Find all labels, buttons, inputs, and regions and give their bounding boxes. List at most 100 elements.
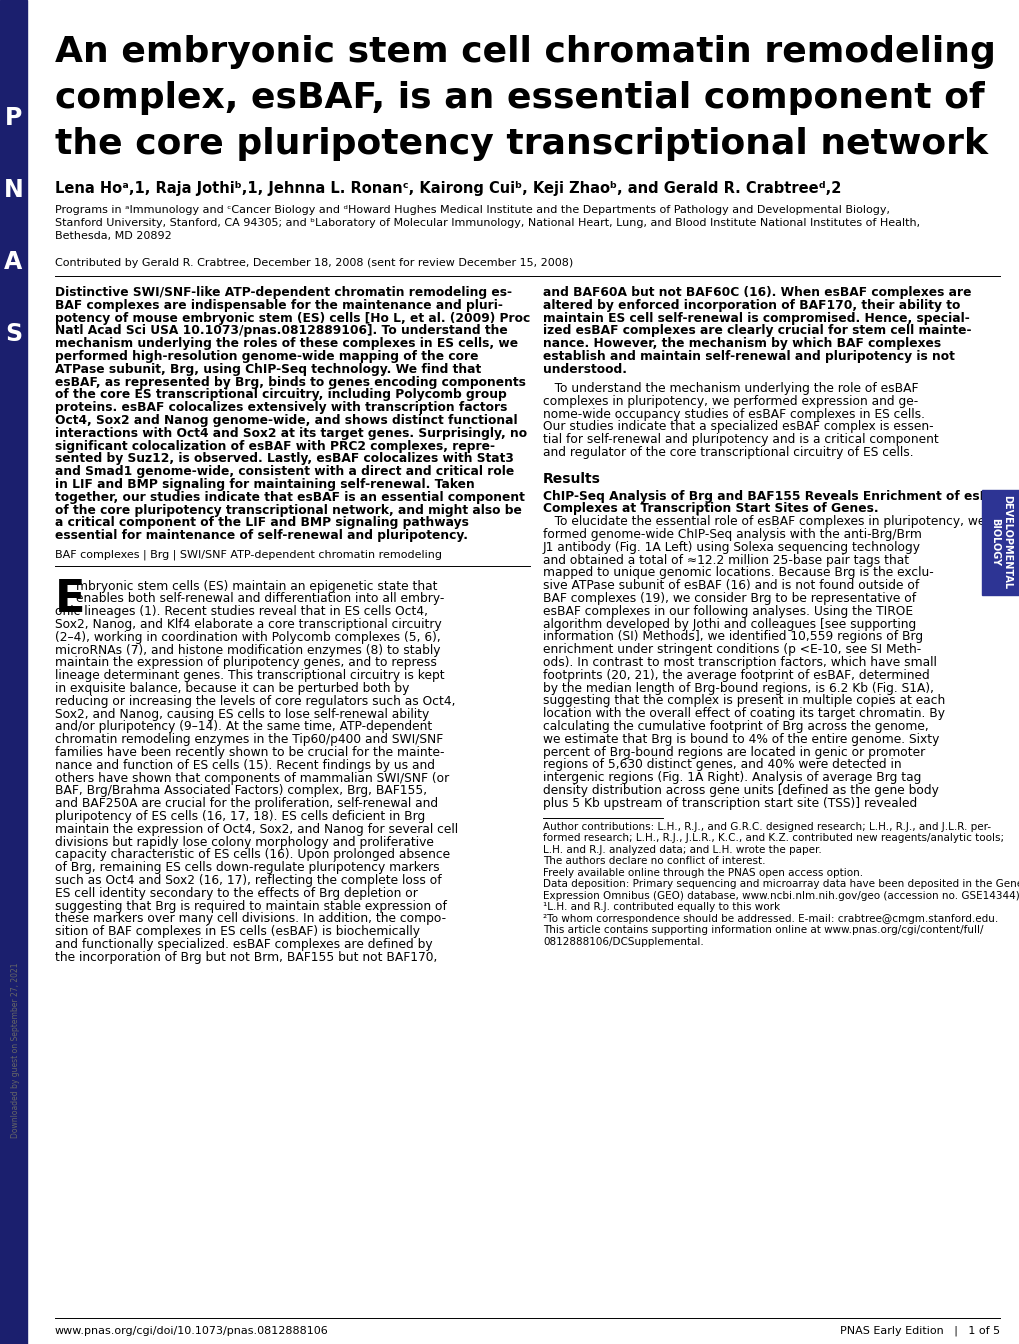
- Text: ods). In contrast to most transcription factors, which have small: ods). In contrast to most transcription …: [542, 656, 936, 669]
- Text: P: P: [5, 106, 22, 130]
- Text: we estimate that Brg is bound to 4% of the entire genome. Sixty: we estimate that Brg is bound to 4% of t…: [542, 732, 938, 746]
- Text: essential for maintenance of self-renewal and pluripotency.: essential for maintenance of self-renewa…: [55, 530, 468, 542]
- Text: Natl Acad Sci USA 10.1073/pnas.0812889106]. To understand the: Natl Acad Sci USA 10.1073/pnas.081288910…: [55, 324, 507, 337]
- Text: intergenic regions (Fig. 1A Right). Analysis of average Brg tag: intergenic regions (Fig. 1A Right). Anal…: [542, 771, 920, 784]
- Text: sented by Suz12, is observed. Lastly, esBAF colocalizes with Stat3: sented by Suz12, is observed. Lastly, es…: [55, 453, 514, 465]
- Text: performed high-resolution genome-wide mapping of the core: performed high-resolution genome-wide ma…: [55, 349, 478, 363]
- Text: formed genome-wide ChIP-Seq analysis with the anti-Brg/Brm: formed genome-wide ChIP-Seq analysis wit…: [542, 528, 921, 542]
- Text: divisions but rapidly lose colony morphology and proliferative: divisions but rapidly lose colony morpho…: [55, 836, 433, 848]
- Text: and functionally specialized. esBAF complexes are defined by: and functionally specialized. esBAF comp…: [55, 938, 432, 952]
- Text: Stanford University, Stanford, CA 94305; and ᵇLaboratory of Molecular Immunology: Stanford University, Stanford, CA 94305;…: [55, 218, 919, 228]
- Text: interactions with Oct4 and Sox2 at its target genes. Surprisingly, no: interactions with Oct4 and Sox2 at its t…: [55, 427, 527, 439]
- Text: J1 antibody (Fig. 1A Left) using Solexa sequencing technology: J1 antibody (Fig. 1A Left) using Solexa …: [542, 540, 920, 554]
- Text: these markers over many cell divisions. In addition, the compo-: these markers over many cell divisions. …: [55, 913, 445, 926]
- Text: BAF complexes (19), we consider Brg to be representative of: BAF complexes (19), we consider Brg to b…: [542, 591, 915, 605]
- Text: L.H. and R.J. analyzed data; and L.H. wrote the paper.: L.H. and R.J. analyzed data; and L.H. wr…: [542, 844, 821, 855]
- Text: others have shown that components of mammalian SWI/SNF (or: others have shown that components of mam…: [55, 771, 448, 785]
- Text: BAF complexes are indispensable for the maintenance and pluri-: BAF complexes are indispensable for the …: [55, 298, 502, 312]
- Text: nome-wide occupancy studies of esBAF complexes in ES cells.: nome-wide occupancy studies of esBAF com…: [542, 407, 924, 421]
- Text: complex, esBAF, is an essential component of: complex, esBAF, is an essential componen…: [55, 81, 983, 116]
- Text: Our studies indicate that a specialized esBAF complex is essen-: Our studies indicate that a specialized …: [542, 421, 932, 433]
- Text: algorithm developed by Jothi and colleagues [see supporting: algorithm developed by Jothi and colleag…: [542, 618, 915, 630]
- Bar: [0, 0, 26, 1344]
- Text: capacity characteristic of ES cells (16). Upon prolonged absence: capacity characteristic of ES cells (16)…: [55, 848, 449, 862]
- Text: lineage determinant genes. This transcriptional circuitry is kept: lineage determinant genes. This transcri…: [55, 669, 444, 683]
- Bar: [981, 491, 1019, 595]
- Text: maintain the expression of pluripotency genes, and to repress: maintain the expression of pluripotency …: [55, 656, 436, 669]
- Text: (2–4), working in coordination with Polycomb complexes (5, 6),: (2–4), working in coordination with Poly…: [55, 630, 440, 644]
- Text: mbryonic stem cells (ES) maintain an epigenetic state that: mbryonic stem cells (ES) maintain an epi…: [76, 579, 437, 593]
- Text: the core pluripotency transcriptional network: the core pluripotency transcriptional ne…: [55, 126, 987, 161]
- Text: and regulator of the core transcriptional circuitry of ES cells.: and regulator of the core transcriptiona…: [542, 446, 913, 460]
- Text: maintain the expression of Oct4, Sox2, and Nanog for several cell: maintain the expression of Oct4, Sox2, a…: [55, 823, 458, 836]
- Text: 0812888106/DCSupplemental.: 0812888106/DCSupplemental.: [542, 937, 703, 946]
- Text: understood.: understood.: [542, 363, 627, 376]
- Text: chromatin remodeling enzymes in the Tip60/p400 and SWI/SNF: chromatin remodeling enzymes in the Tip6…: [55, 734, 443, 746]
- Text: E: E: [55, 578, 86, 621]
- Text: Sox2, Nanog, and Klf4 elaborate a core transcriptional circuitry: Sox2, Nanog, and Klf4 elaborate a core t…: [55, 618, 441, 632]
- Text: of the core pluripotency transcriptional network, and might also be: of the core pluripotency transcriptional…: [55, 504, 522, 516]
- Text: of the core ES transcriptional circuitry, including Polycomb group: of the core ES transcriptional circuitry…: [55, 388, 506, 402]
- Text: ¹L.H. and R.J. contributed equally to this work: ¹L.H. and R.J. contributed equally to th…: [542, 902, 780, 913]
- Text: potency of mouse embryonic stem (ES) cells [Ho L, et al. (2009) Proc: potency of mouse embryonic stem (ES) cel…: [55, 312, 530, 325]
- Text: suggesting that the complex is present in multiple copies at each: suggesting that the complex is present i…: [542, 695, 945, 707]
- Text: To understand the mechanism underlying the role of esBAF: To understand the mechanism underlying t…: [542, 382, 917, 395]
- Text: ²To whom correspondence should be addressed. E-mail: crabtree@cmgm.stanford.edu.: ²To whom correspondence should be addres…: [542, 914, 998, 923]
- Text: and/or pluripotency (9–14). At the same time, ATP-dependent: and/or pluripotency (9–14). At the same …: [55, 720, 432, 734]
- Text: a critical component of the LIF and BMP signaling pathways: a critical component of the LIF and BMP …: [55, 516, 469, 530]
- Text: the incorporation of Brg but not Brm, BAF155 but not BAF170,: the incorporation of Brg but not Brm, BA…: [55, 952, 437, 964]
- Text: families have been recently shown to be crucial for the mainte-: families have been recently shown to be …: [55, 746, 444, 759]
- Text: Contributed by Gerald R. Crabtree, December 18, 2008 (sent for review December 1: Contributed by Gerald R. Crabtree, Decem…: [55, 258, 573, 267]
- Text: Data deposition: Primary sequencing and microarray data have been deposited in t: Data deposition: Primary sequencing and …: [542, 879, 1019, 890]
- Text: together, our studies indicate that esBAF is an essential component: together, our studies indicate that esBA…: [55, 491, 525, 504]
- Text: sive ATPase subunit of esBAF (16) and is not found outside of: sive ATPase subunit of esBAF (16) and is…: [542, 579, 918, 593]
- Text: ized esBAF complexes are clearly crucial for stem cell mainte-: ized esBAF complexes are clearly crucial…: [542, 324, 970, 337]
- Text: pluripotency of ES cells (16, 17, 18). ES cells deficient in Brg: pluripotency of ES cells (16, 17, 18). E…: [55, 810, 425, 823]
- Text: Programs in ᵃImmunology and ᶜCancer Biology and ᵈHoward Hughes Medical Institute: Programs in ᵃImmunology and ᶜCancer Biol…: [55, 206, 890, 215]
- Text: ATPase subunit, Brg, using ChIP-Seq technology. We find that: ATPase subunit, Brg, using ChIP-Seq tech…: [55, 363, 481, 376]
- Text: mapped to unique genomic locations. Because Brg is the exclu-: mapped to unique genomic locations. Beca…: [542, 566, 932, 579]
- Text: onic lineages (1). Recent studies reveal that in ES cells Oct4,: onic lineages (1). Recent studies reveal…: [55, 605, 428, 618]
- Text: complexes in pluripotency, we performed expression and ge-: complexes in pluripotency, we performed …: [542, 395, 917, 407]
- Text: A: A: [4, 250, 22, 274]
- Text: microRNAs (7), and histone modification enzymes (8) to stably: microRNAs (7), and histone modification …: [55, 644, 440, 657]
- Text: tial for self-renewal and pluripotency and is a critical component: tial for self-renewal and pluripotency a…: [542, 433, 937, 446]
- Text: by the median length of Brg-bound regions, is 6.2 Kb (Fig. S1A),: by the median length of Brg-bound region…: [542, 681, 933, 695]
- Text: Results: Results: [542, 472, 600, 485]
- Text: calculating the cumulative footprint of Brg across the genome,: calculating the cumulative footprint of …: [542, 720, 928, 732]
- Text: The authors declare no conflict of interest.: The authors declare no conflict of inter…: [542, 856, 764, 866]
- Text: DEVELOPMENTAL
BIOLOGY: DEVELOPMENTAL BIOLOGY: [989, 496, 1011, 590]
- Text: Author contributions: L.H., R.J., and G.R.C. designed research; L.H., R.J., and : Author contributions: L.H., R.J., and G.…: [542, 821, 990, 832]
- Text: esBAF complexes in our following analyses. Using the TIROE: esBAF complexes in our following analyse…: [542, 605, 912, 618]
- Text: information (SI) Methods], we identified 10,559 regions of Brg: information (SI) Methods], we identified…: [542, 630, 922, 644]
- Text: Bethesda, MD 20892: Bethesda, MD 20892: [55, 231, 171, 241]
- Text: PNAS Early Edition   |   1 of 5: PNAS Early Edition | 1 of 5: [839, 1327, 999, 1336]
- Text: regions of 5,630 distinct genes, and 40% were detected in: regions of 5,630 distinct genes, and 40%…: [542, 758, 901, 771]
- Text: esBAF, as represented by Brg, binds to genes encoding components: esBAF, as represented by Brg, binds to g…: [55, 375, 526, 388]
- Text: suggesting that Brg is required to maintain stable expression of: suggesting that Brg is required to maint…: [55, 899, 446, 913]
- Text: establish and maintain self-renewal and pluripotency is not: establish and maintain self-renewal and …: [542, 349, 954, 363]
- Text: ChIP-Seq Analysis of Brg and BAF155 Reveals Enrichment of esBAF: ChIP-Seq Analysis of Brg and BAF155 Reve…: [542, 489, 1006, 503]
- Text: S: S: [5, 323, 22, 345]
- Text: and Smad1 genome-wide, consistent with a direct and critical role: and Smad1 genome-wide, consistent with a…: [55, 465, 514, 478]
- Text: and BAF250A are crucial for the proliferation, self-renewal and: and BAF250A are crucial for the prolifer…: [55, 797, 438, 810]
- Text: Oct4, Sox2 and Nanog genome-wide, and shows distinct functional: Oct4, Sox2 and Nanog genome-wide, and sh…: [55, 414, 517, 427]
- Text: location with the overall effect of coating its target chromatin. By: location with the overall effect of coat…: [542, 707, 944, 720]
- Text: reducing or increasing the levels of core regulators such as Oct4,: reducing or increasing the levels of cor…: [55, 695, 455, 708]
- Text: Sox2, and Nanog, causing ES cells to lose self-renewal ability: Sox2, and Nanog, causing ES cells to los…: [55, 708, 429, 720]
- Text: of Brg, remaining ES cells down-regulate pluripotency markers: of Brg, remaining ES cells down-regulate…: [55, 862, 439, 875]
- Text: and BAF60A but not BAF60C (16). When esBAF complexes are: and BAF60A but not BAF60C (16). When esB…: [542, 286, 970, 298]
- Text: altered by enforced incorporation of BAF170, their ability to: altered by enforced incorporation of BAF…: [542, 298, 960, 312]
- Text: in exquisite balance, because it can be perturbed both by: in exquisite balance, because it can be …: [55, 683, 409, 695]
- Text: percent of Brg-bound regions are located in genic or promoter: percent of Brg-bound regions are located…: [542, 746, 924, 758]
- Text: such as Oct4 and Sox2 (16, 17), reflecting the complete loss of: such as Oct4 and Sox2 (16, 17), reflecti…: [55, 874, 441, 887]
- Text: ES cell identity secondary to the effects of Brg depletion or: ES cell identity secondary to the effect…: [55, 887, 418, 900]
- Text: enrichment under stringent conditions (p <E-10, see SI Meth-: enrichment under stringent conditions (p…: [542, 644, 920, 656]
- Text: N: N: [4, 177, 23, 202]
- Text: sition of BAF complexes in ES cells (esBAF) is biochemically: sition of BAF complexes in ES cells (esB…: [55, 925, 420, 938]
- Text: proteins. esBAF colocalizes extensively with transcription factors: proteins. esBAF colocalizes extensively …: [55, 402, 506, 414]
- Text: maintain ES cell self-renewal is compromised. Hence, special-: maintain ES cell self-renewal is comprom…: [542, 312, 969, 325]
- Text: BAF, Brg/Brahma Associated Factors) complex, Brg, BAF155,: BAF, Brg/Brahma Associated Factors) comp…: [55, 785, 427, 797]
- Text: density distribution across gene units [defined as the gene body: density distribution across gene units […: [542, 784, 937, 797]
- Text: mechanism underlying the roles of these complexes in ES cells, we: mechanism underlying the roles of these …: [55, 337, 518, 351]
